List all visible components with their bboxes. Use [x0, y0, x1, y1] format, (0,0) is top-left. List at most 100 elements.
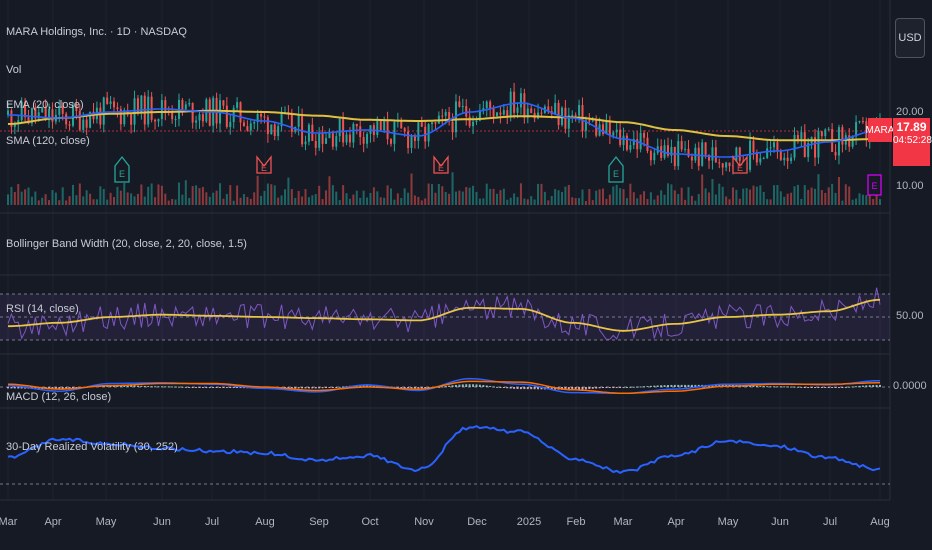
volume-bar: [728, 199, 731, 205]
indicator-bbw-label[interactable]: Bollinger Band Width (20, close, 2, 20, …: [6, 238, 247, 250]
volume-bar: [619, 188, 622, 205]
macd-histogram-bar: [215, 387, 218, 388]
volume-bar: [164, 193, 167, 205]
macd-histogram-bar: [636, 386, 639, 388]
macd-histogram-bar: [796, 386, 799, 388]
volume-bar: [290, 189, 293, 205]
candle-body: [571, 114, 574, 116]
candle-body: [769, 147, 772, 149]
volume-bar: [92, 199, 95, 205]
volume-bar: [783, 196, 786, 205]
indicator-macd-label[interactable]: MACD (12, 26, close): [6, 391, 112, 403]
candle-body: [588, 120, 591, 122]
indicator-sma-label[interactable]: SMA (120, close): [6, 135, 90, 147]
macd-histogram-bar: [410, 387, 413, 389]
currency-button[interactable]: USD: [895, 18, 925, 58]
indicator-vol-label[interactable]: Vol: [6, 64, 22, 76]
volume-bar: [571, 197, 574, 205]
volume-bar: [478, 198, 481, 205]
earnings-marker-letter: E: [438, 163, 444, 173]
volume-bar: [75, 195, 78, 205]
volume-bar: [130, 193, 133, 205]
volume-bar: [400, 198, 403, 205]
candle-body: [260, 113, 263, 117]
volume-bar: [879, 199, 881, 205]
candle-body: [448, 112, 451, 122]
candle-body: [37, 112, 40, 119]
macd-histogram-bar: [294, 387, 297, 389]
volume-bar: [17, 184, 20, 205]
macd-histogram-bar: [130, 385, 133, 387]
macd-histogram-bar: [663, 385, 666, 387]
volume-bar: [54, 192, 57, 205]
volume-bar: [232, 200, 235, 205]
macd-histogram-bar: [492, 386, 495, 388]
volume-bar: [7, 194, 9, 205]
candle-body: [71, 105, 74, 126]
volume-bar: [632, 192, 635, 205]
candle-body: [348, 134, 351, 143]
volume-bar: [277, 197, 280, 205]
candle-body: [499, 112, 502, 115]
volume-bar: [239, 197, 242, 205]
volume-bar: [359, 197, 362, 205]
macd-histogram-bar: [605, 387, 608, 388]
macd-histogram-bar: [164, 386, 167, 388]
indicator-rsi-label[interactable]: RSI (14, close): [6, 303, 79, 315]
macd-histogram-bar: [499, 387, 502, 388]
macd-histogram-bar: [625, 386, 628, 388]
macd-histogram-bar: [311, 387, 314, 389]
macd-histogram-bar: [157, 386, 160, 388]
candle-body: [783, 157, 786, 161]
macd-histogram-bar: [687, 384, 690, 387]
volume-bar: [502, 188, 505, 205]
candle-body: [612, 132, 615, 136]
volume-bar: [222, 198, 225, 205]
candle-body: [273, 124, 276, 137]
volume-bar: [704, 188, 707, 205]
volume-bar: [266, 183, 269, 205]
volume-bar: [790, 192, 793, 205]
volume-bar: [331, 185, 334, 205]
candle-body: [325, 138, 328, 144]
candle-body: [591, 120, 594, 122]
macd-histogram-bar: [396, 387, 399, 388]
volume-bar: [413, 195, 416, 205]
macd-histogram-bar: [632, 386, 635, 388]
macd-histogram-bar: [844, 386, 847, 388]
volume-bar: [755, 186, 758, 205]
volume-bar: [612, 186, 615, 205]
candle-body: [58, 106, 61, 115]
volume-bar: [772, 185, 775, 205]
volume-bar: [602, 188, 605, 205]
rsi-axis-mid: 50.00: [896, 310, 924, 322]
volume-bar: [10, 186, 13, 205]
candle-body: [708, 154, 711, 161]
macd-histogram-bar: [820, 387, 823, 388]
macd-histogram-bar: [783, 386, 786, 388]
volume-bar: [420, 200, 423, 205]
symbol-title[interactable]: MARA Holdings, Inc. · 1D · NASDAQ: [6, 26, 187, 38]
volume-bar: [711, 178, 714, 205]
macd-histogram-bar: [160, 386, 163, 388]
macd-histogram-bar: [13, 387, 16, 389]
x-tick-label: Dec: [467, 516, 487, 528]
indicator-rv-label[interactable]: 30-Day Realized Volatility (30, 252): [6, 441, 178, 453]
candle-body: [407, 131, 410, 148]
macd-histogram-bar: [861, 385, 864, 387]
volume-bar: [30, 196, 33, 205]
x-tick-label: Mar: [613, 516, 633, 528]
macd-histogram-bar: [472, 384, 475, 387]
volume-bar: [708, 192, 711, 205]
candle-body: [277, 126, 280, 137]
x-tick-label: Mar: [0, 516, 18, 528]
candle-body: [697, 147, 700, 166]
volume-bar: [800, 198, 803, 205]
indicator-ema-label[interactable]: EMA (20, close): [6, 99, 84, 111]
candle-body: [345, 134, 348, 143]
candle-body: [547, 106, 550, 112]
price-axis-top: 20.00: [896, 106, 924, 118]
volume-bar: [803, 185, 806, 205]
candle-body: [738, 147, 741, 161]
